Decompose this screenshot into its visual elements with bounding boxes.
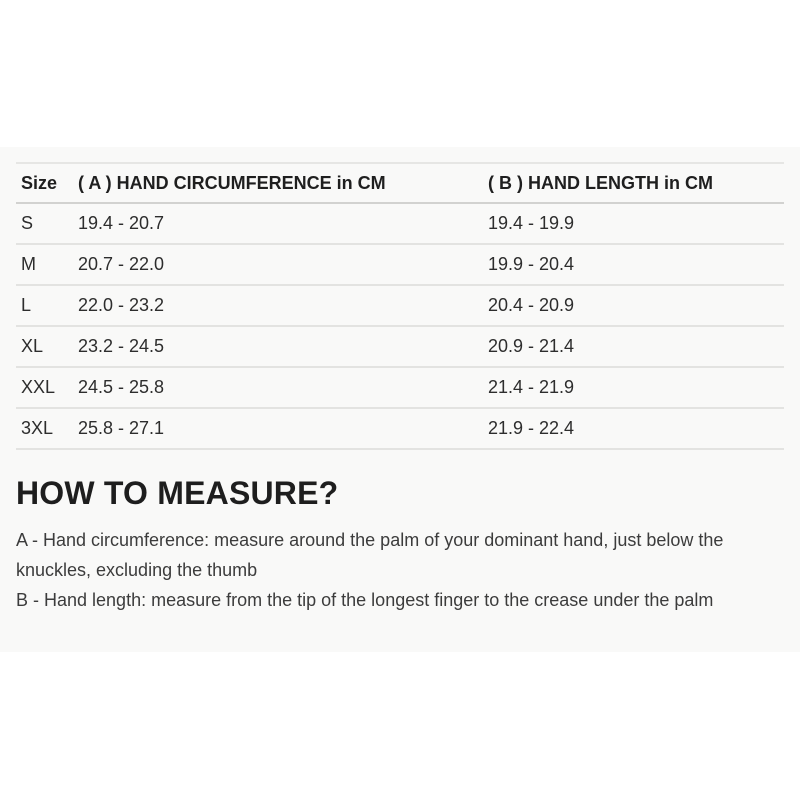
size-table: Size ( A ) HAND CIRCUMFERENCE in CM ( B …	[16, 162, 784, 450]
instruction-line: knuckles, excluding the thumb	[16, 559, 258, 580]
hand-circumference-cell: 19.4 - 20.7	[73, 203, 483, 245]
table-row: XXL 24.5 - 25.8 21.4 - 21.9	[16, 367, 784, 409]
hand-length-cell: 21.9 - 22.4	[483, 408, 784, 450]
how-to-measure-heading: HOW TO MEASURE?	[16, 475, 339, 511]
column-header-size: Size	[16, 163, 73, 204]
table-row: L 22.0 - 23.2 20.4 - 20.9	[16, 285, 784, 327]
hand-length-cell: 19.9 - 20.4	[483, 244, 784, 286]
size-table-body: S 19.4 - 20.7 19.4 - 19.9 M 20.7 - 22.0 …	[16, 203, 784, 450]
size-chart-panel: Size ( A ) HAND CIRCUMFERENCE in CM ( B …	[0, 147, 800, 652]
column-header-hand-circumference: ( A ) HAND CIRCUMFERENCE in CM	[73, 163, 483, 204]
hand-circumference-cell: 24.5 - 25.8	[73, 367, 483, 409]
hand-circumference-cell: 20.7 - 22.0	[73, 244, 483, 286]
hand-length-cell: 20.4 - 20.9	[483, 285, 784, 327]
size-cell: S	[16, 203, 73, 245]
size-cell: XXL	[16, 367, 73, 409]
size-cell: M	[16, 244, 73, 286]
instruction-hand-length: B - Hand length: measure from the tip of…	[16, 585, 784, 615]
size-table-header: Size ( A ) HAND CIRCUMFERENCE in CM ( B …	[16, 163, 784, 204]
instruction-hand-circumference: A - Hand circumference: measure around t…	[16, 525, 784, 585]
hand-circumference-cell: 25.8 - 27.1	[73, 408, 483, 450]
hand-length-cell: 21.4 - 21.9	[483, 367, 784, 409]
hand-length-cell: 20.9 - 21.4	[483, 326, 784, 368]
size-cell: XL	[16, 326, 73, 368]
instruction-line: A - Hand circumference: measure around t…	[16, 529, 724, 550]
table-row: M 20.7 - 22.0 19.9 - 20.4	[16, 244, 784, 286]
table-header-row: Size ( A ) HAND CIRCUMFERENCE in CM ( B …	[16, 163, 784, 204]
hand-circumference-cell: 23.2 - 24.5	[73, 326, 483, 368]
hand-circumference-cell: 22.0 - 23.2	[73, 285, 483, 327]
instruction-line: B - Hand length: measure from the tip of…	[16, 589, 714, 610]
size-cell: L	[16, 285, 73, 327]
column-header-hand-length: ( B ) HAND LENGTH in CM	[483, 163, 784, 204]
table-row: XL 23.2 - 24.5 20.9 - 21.4	[16, 326, 784, 368]
measure-instructions: A - Hand circumference: measure around t…	[16, 525, 784, 615]
size-cell: 3XL	[16, 408, 73, 450]
table-row: S 19.4 - 20.7 19.4 - 19.9	[16, 203, 784, 245]
hand-length-cell: 19.4 - 19.9	[483, 203, 784, 245]
table-row: 3XL 25.8 - 27.1 21.9 - 22.4	[16, 408, 784, 450]
